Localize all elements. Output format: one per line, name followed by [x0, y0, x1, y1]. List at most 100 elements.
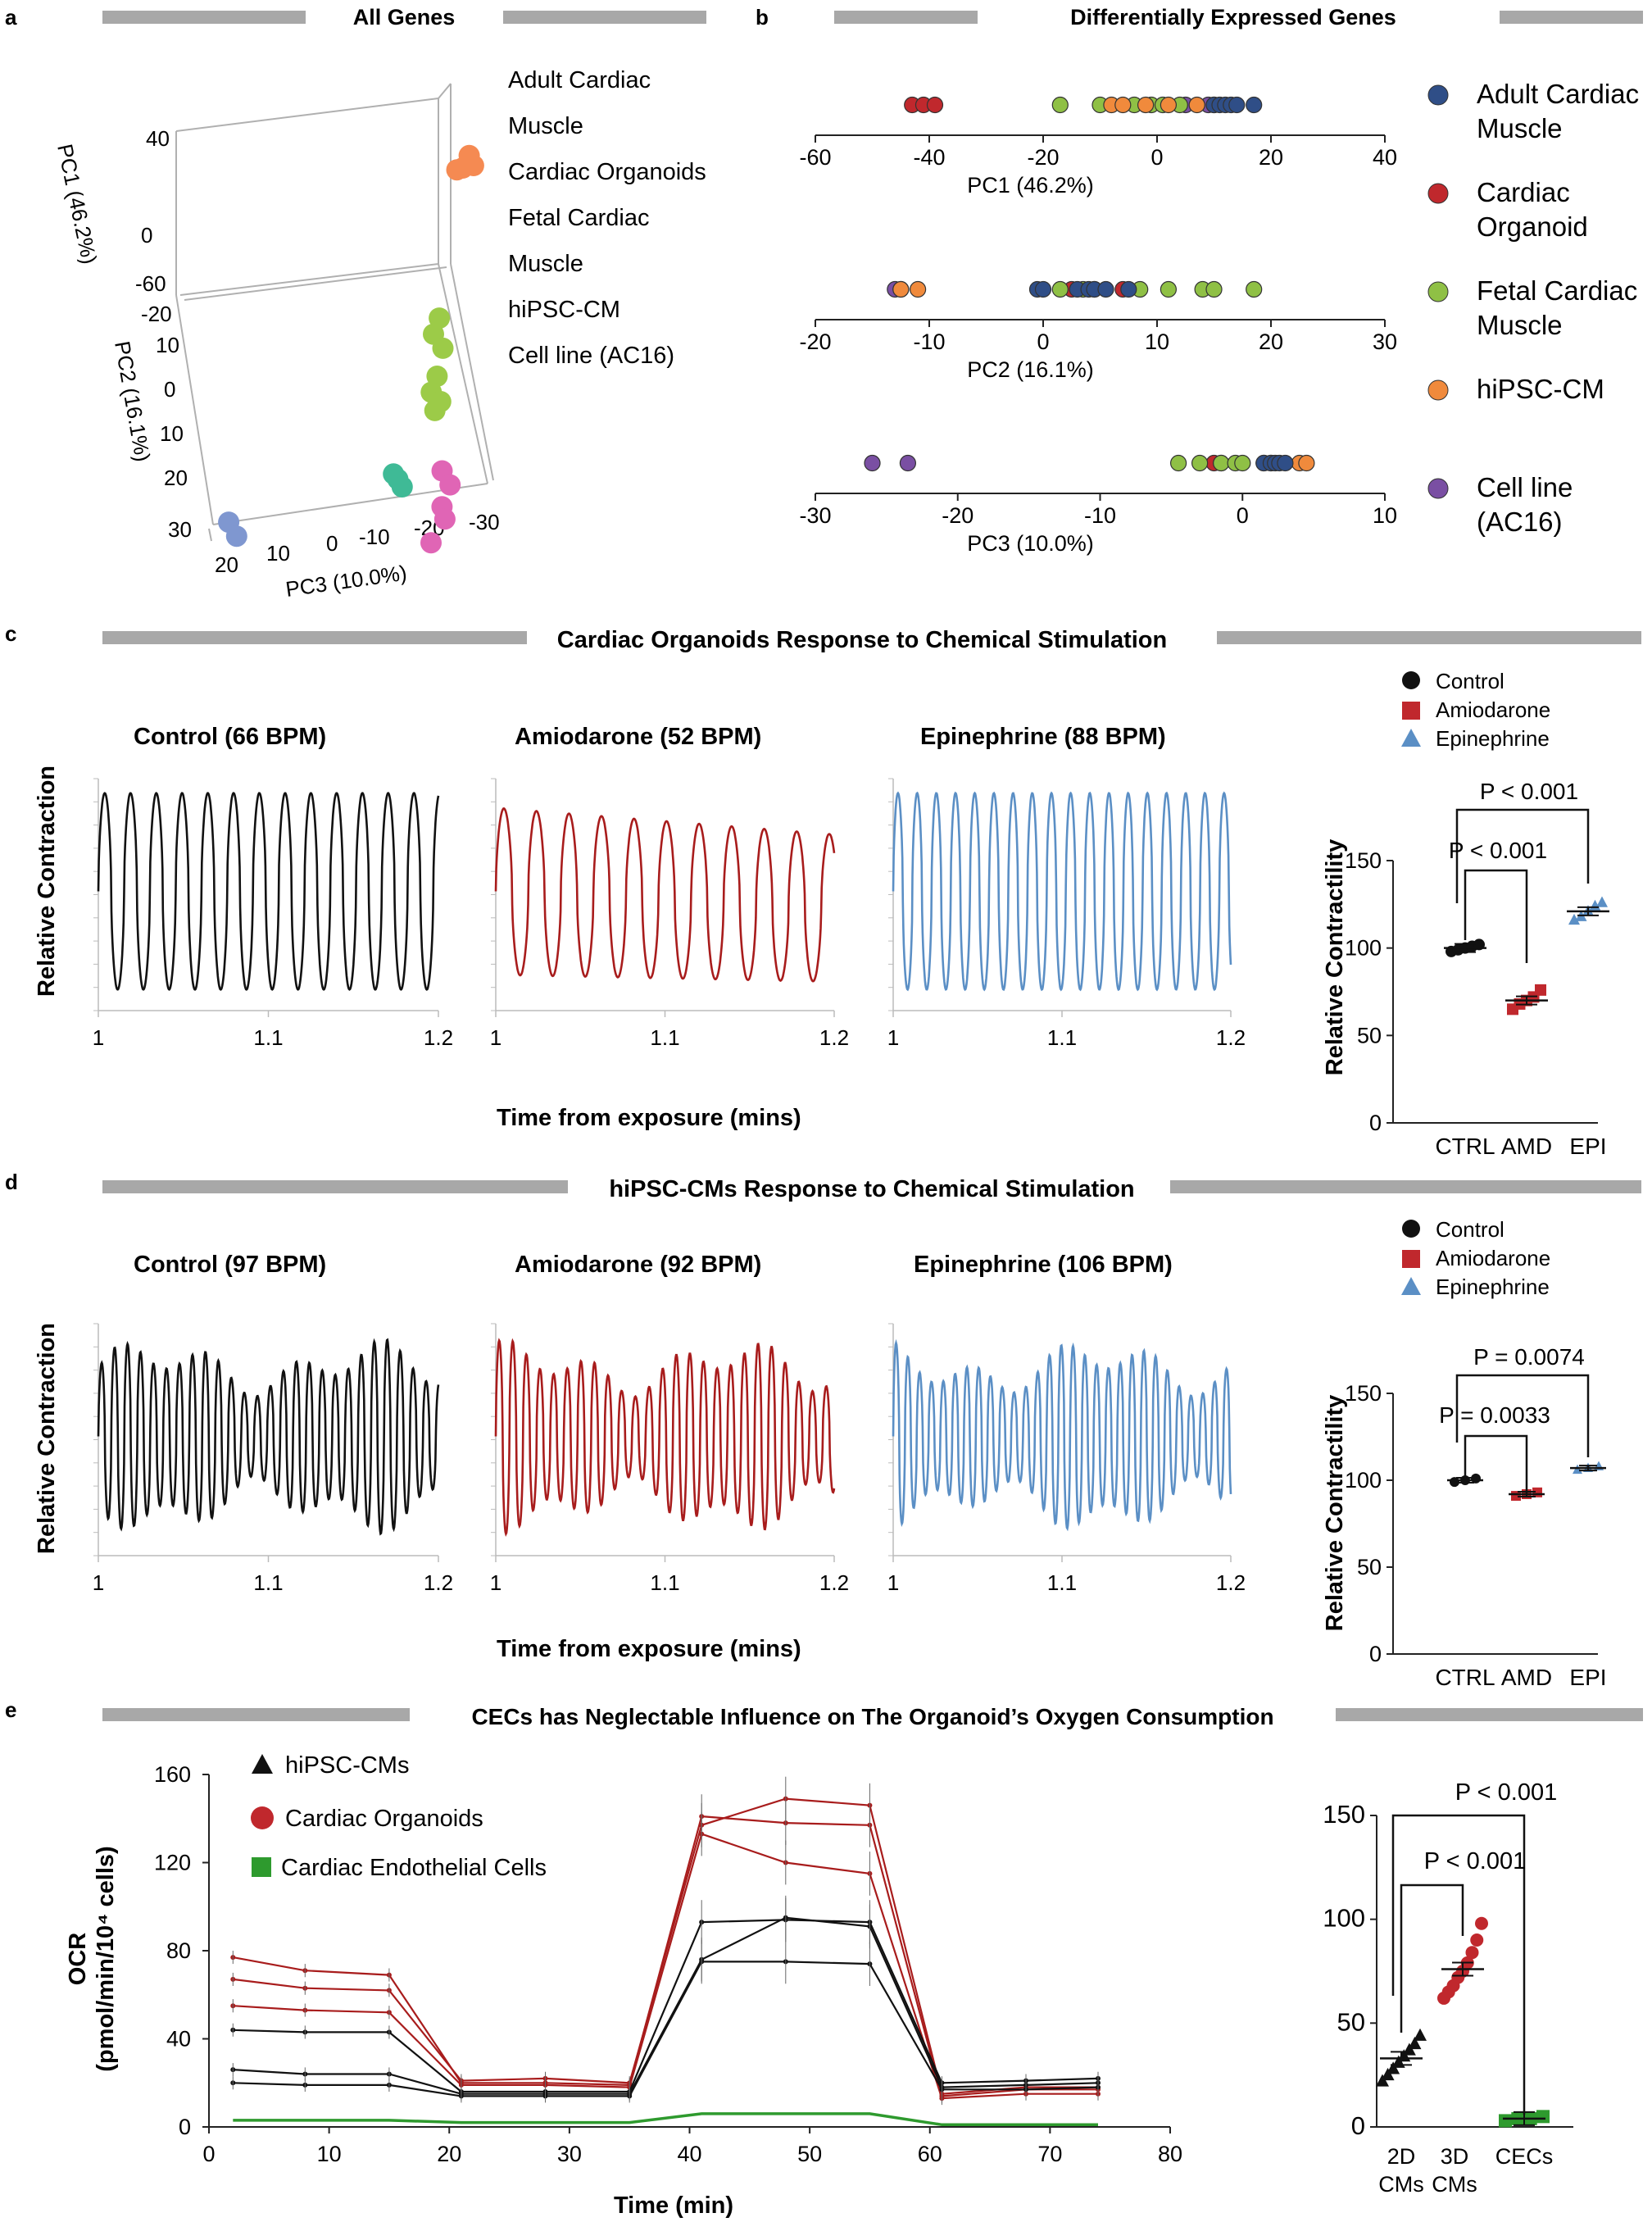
- b-tick-label: -20: [942, 503, 974, 528]
- ocr-x-tick-label: 80: [1158, 2142, 1182, 2166]
- legend-fetal-cardiac: Fetal Cardiac: [508, 205, 649, 231]
- p-value-d-1: P = 0.0033: [1439, 1402, 1550, 1428]
- legend-organoid-dot: [1427, 183, 1449, 204]
- ocr-series-line: [233, 1916, 1099, 2095]
- panel-e-line-chart: 0 40 80 120 160 0 10 20 30 40 50 60 70 80: [154, 1762, 1182, 2166]
- legend-b-adult-2: Muscle: [1477, 113, 1563, 143]
- trace-x-tick-label: 1.2: [1216, 1570, 1246, 1595]
- b-point: [1051, 96, 1069, 114]
- panel-e-title: CECs has Neglectable Influence on The Or…: [471, 1704, 1273, 1729]
- b-tick-label: -10: [1084, 503, 1116, 528]
- title-bar-right-e: [1336, 1708, 1643, 1721]
- title-bar-right-a: [503, 11, 706, 24]
- trace-x-tick-label: 1.1: [1047, 1025, 1077, 1050]
- ocr-series-line: [233, 2112, 1098, 2127]
- b-tick-label: 0: [1237, 503, 1249, 528]
- dot-y-tick-label: 50: [1357, 1023, 1382, 1047]
- ocr-y-tick-label: 0: [179, 2115, 191, 2139]
- legend-epinephrine-marker: [1401, 1277, 1421, 1295]
- contraction-trace: [97, 792, 440, 991]
- title-bar-left-c: [102, 631, 527, 644]
- b-point: [1120, 280, 1137, 298]
- b-point: [926, 96, 944, 114]
- e-cat-3d-cms: CMs: [1432, 2172, 1477, 2197]
- legend-cardiac-organoids: Cardiac Organoids: [508, 159, 706, 185]
- legend-adult-cardiac-muscle: Muscle: [508, 113, 583, 139]
- pc2-tick: 0: [164, 377, 175, 402]
- ocr-x-tick-label: 50: [797, 2142, 822, 2166]
- ocr-y-tick-label: 120: [154, 1851, 191, 1875]
- pc2-axis-label: PC2 (16.1%): [110, 339, 155, 464]
- scatter-ylabel-d: Relative Contractility: [1322, 1395, 1348, 1631]
- panel-letter-c: c: [5, 621, 16, 646]
- dot-y-tick-label: 100: [1345, 1468, 1382, 1493]
- panel-letter-e: e: [5, 1697, 16, 1722]
- ocr-series-line: [233, 1797, 1098, 2095]
- e-cat-2d: 2D: [1387, 2144, 1416, 2169]
- ocr-x-tick-label: 70: [1037, 2142, 1062, 2166]
- trace-xlabel-d: Time from exposure (mins): [497, 1636, 801, 1662]
- b-point: [909, 280, 927, 298]
- e-cat-cecs: CECs: [1495, 2144, 1554, 2169]
- b-point: [1051, 280, 1069, 298]
- panel-letter-b: b: [756, 5, 769, 30]
- pc3-tick: 0: [326, 531, 338, 556]
- significance-bracket: [1455, 808, 1590, 903]
- contraction-trace: [97, 1338, 440, 1536]
- b-point: [899, 454, 917, 472]
- dot-category-label: AMD: [1501, 1134, 1552, 1159]
- pc3-tick: 20: [215, 552, 238, 577]
- pca3d-point: [462, 155, 484, 176]
- dot-point: [1535, 984, 1546, 996]
- ocr-series-line: [233, 1919, 1099, 2093]
- pca3d-point: [433, 508, 456, 530]
- dot-point: [1465, 1946, 1479, 1960]
- ocr-x-tick-label: 30: [557, 2142, 582, 2166]
- pc2-tick: 10: [160, 421, 184, 446]
- panel-d-traces: 1 1.1 1.2 1 1.1 1.2 1 1.1 1.2: [93, 1323, 1246, 1595]
- trace-x-tick-label: 1.2: [819, 1025, 849, 1050]
- dot-category-label: EPI: [1569, 1665, 1606, 1690]
- legend-d-amiodarone: Amiodarone: [1436, 1246, 1550, 1270]
- legend-fetal-cardiac-muscle: Muscle: [508, 251, 583, 277]
- legend-b-fetal-2: Muscle: [1477, 310, 1563, 340]
- dot-point: [1596, 896, 1608, 907]
- trace-x-tick-label: 1: [93, 1570, 104, 1595]
- pca3d-point: [225, 525, 247, 548]
- trace-title-control-d: Control (97 BPM): [134, 1252, 326, 1278]
- panel-a-legend: Adult Cardiac Muscle Cardiac Organoids F…: [508, 67, 706, 369]
- trace-x-tick-label: 1: [490, 1025, 502, 1050]
- b-tick-label: -40: [913, 145, 945, 170]
- trace-title-epinephrine-c: Epinephrine (88 BPM): [920, 724, 1166, 750]
- panel-d-scatter: 0 50 100 150 CTRL AMD EPI: [1345, 1374, 1607, 1690]
- panel-c-title: Cardiac Organoids Response to Chemical S…: [557, 627, 1167, 653]
- trace-x-tick-label: 1: [887, 1570, 899, 1595]
- title-bar-right-c: [1217, 631, 1641, 644]
- trace-x-tick-label: 1: [490, 1570, 502, 1595]
- significance-bracket: [1464, 1434, 1528, 1493]
- trace-ylabel-d: Relative Contraction: [34, 1323, 60, 1554]
- pc3-axis-label: PC3 (10.0%): [284, 561, 409, 602]
- legend-amiodarone-marker: [1402, 1250, 1420, 1268]
- pca3d-points: [218, 144, 484, 554]
- dot-category-label: CTRL: [1435, 1134, 1495, 1159]
- significance-bracket: [1400, 1883, 1464, 2033]
- dot-point: [1536, 2110, 1550, 2124]
- pc3-tick: 10: [266, 541, 290, 566]
- panel-b-axes: -60 -40 -20 0 20 40 PC1 (46.2%) -20 -10 0 10 20 30 PC…: [799, 96, 1397, 556]
- pca3d-ticks: 40 0 -60 -20 10 0 10 20 30 20 10 0 -10 -…: [135, 126, 500, 577]
- b-point: [1034, 280, 1052, 298]
- panel-a-title: All Genes: [353, 5, 456, 30]
- b-tick-label: 0: [1037, 329, 1049, 354]
- pca3d-point: [446, 159, 468, 181]
- pca3d-point: [424, 399, 446, 421]
- legend-d-control: Control: [1436, 1217, 1504, 1242]
- pca3d-point: [391, 476, 413, 498]
- trace-x-tick-label: 1.1: [650, 1025, 679, 1050]
- contraction-trace: [494, 1338, 836, 1537]
- legend-c-control: Control: [1436, 669, 1504, 693]
- dot-category-label: AMD: [1501, 1665, 1552, 1690]
- dot-category-label: EPI: [1569, 1134, 1606, 1159]
- b-point: [1246, 96, 1263, 114]
